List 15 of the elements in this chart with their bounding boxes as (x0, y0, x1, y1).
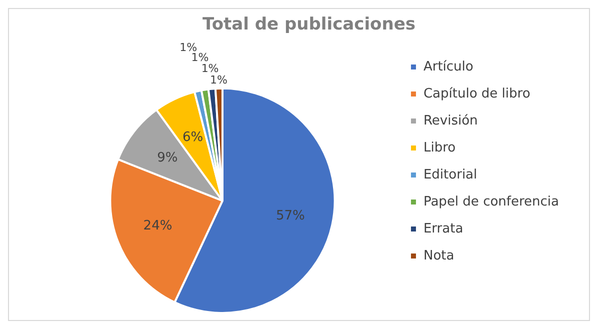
legend-label: Capítulo de libro (423, 86, 530, 102)
data-label: 57% (276, 208, 305, 224)
data-label: 9% (157, 150, 178, 166)
data-label: 6% (182, 130, 204, 146)
data-label: 1% (201, 62, 219, 75)
legend-label: Nota (423, 248, 454, 264)
legend-label: Papel de conferencia (423, 194, 560, 210)
data-label: 24% (143, 218, 172, 234)
data-label: 1% (210, 73, 228, 86)
chart-title: Total de publicaciones (202, 14, 416, 35)
legend-label: Editorial (423, 167, 478, 182)
legend-label: Artículo (423, 59, 474, 74)
legend-label: Errata (423, 221, 464, 236)
legend-label: Libro (423, 140, 456, 156)
legend-label: Revisión (423, 113, 478, 128)
